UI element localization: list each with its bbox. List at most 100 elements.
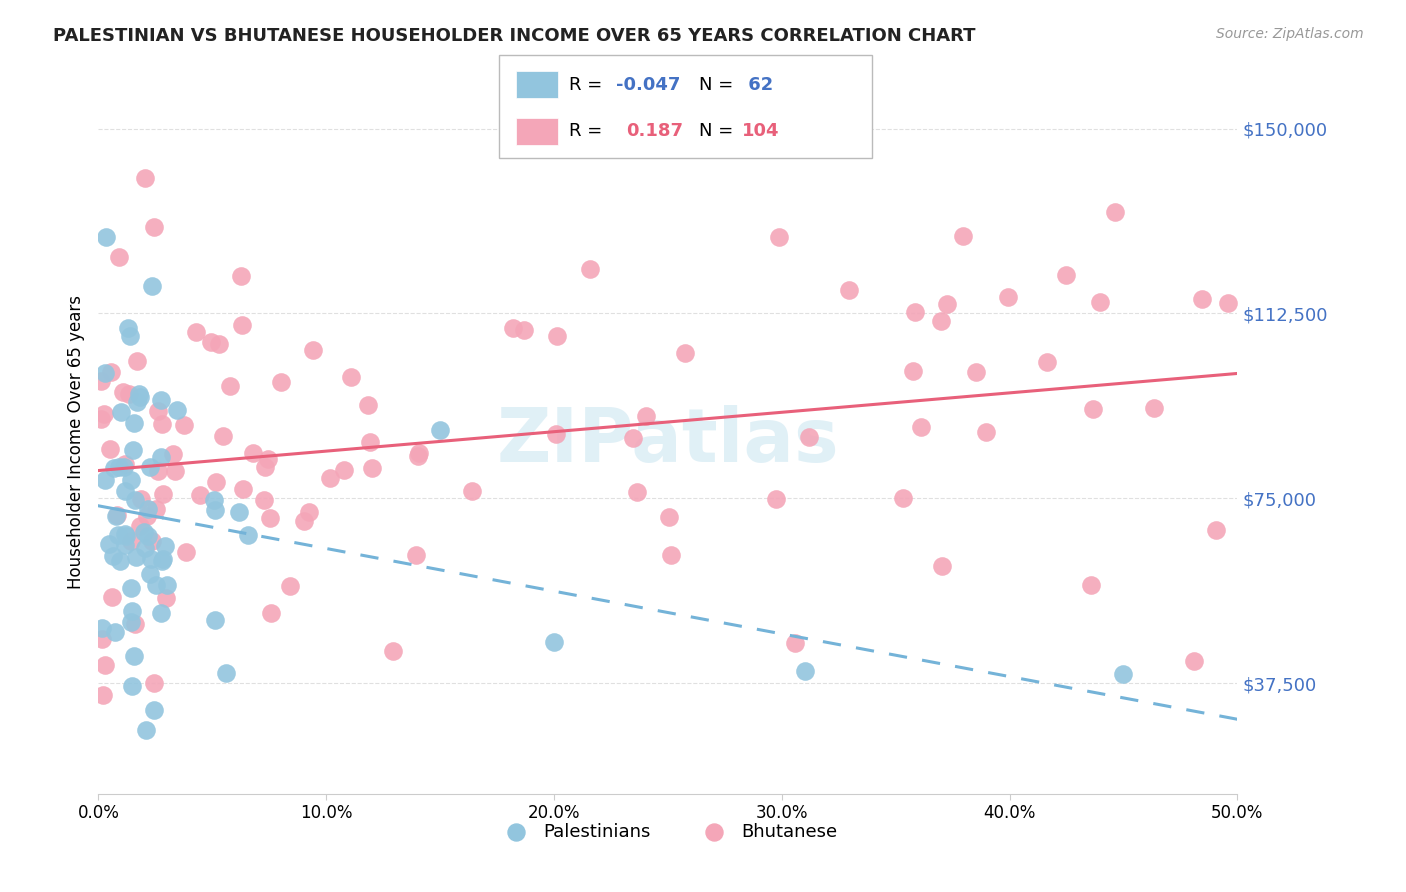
Point (152, 552, 174, 566)
Point (357, 398, 380, 412)
Point (112, 460, 135, 475)
Point (1081, 401, 1104, 416)
Point (188, 488, 211, 502)
Point (1191, 293, 1213, 307)
Point (658, 510, 681, 524)
Point (165, 464, 187, 478)
Point (107, 527, 129, 541)
Point (382, 644, 405, 658)
Point (155, 539, 177, 553)
Point (104, 624, 127, 639)
Point (292, 514, 315, 528)
Point (118, 387, 141, 401)
Point (231, 318, 253, 332)
Point (229, 269, 252, 284)
Point (121, 604, 143, 618)
Point (546, 328, 568, 343)
Text: R =: R = (569, 122, 609, 140)
Point (502, 321, 524, 335)
Point (904, 305, 927, 319)
Point (134, 170, 156, 185)
Point (145, 501, 167, 516)
Point (212, 429, 235, 443)
Point (135, 723, 157, 737)
Point (952, 229, 974, 244)
Point (236, 527, 259, 541)
Point (91, 621, 114, 635)
Point (134, 541, 156, 555)
Point (122, 649, 145, 664)
Point (114, 457, 136, 471)
Point (1143, 401, 1166, 415)
Point (94, 473, 117, 487)
Point (765, 491, 787, 506)
Text: N =: N = (699, 122, 738, 140)
Point (543, 635, 565, 649)
Point (149, 606, 172, 620)
Text: 62: 62 (742, 76, 773, 94)
Point (673, 346, 696, 360)
Point (278, 579, 301, 593)
Point (121, 679, 143, 693)
Point (219, 379, 242, 393)
Point (120, 581, 142, 595)
Point (1054, 268, 1077, 283)
Y-axis label: Householder Income Over 65 years: Householder Income Over 65 years (66, 294, 84, 589)
Point (90, 374, 112, 388)
Point (270, 375, 292, 389)
Point (318, 471, 340, 485)
Point (936, 297, 959, 311)
Point (1104, 205, 1126, 219)
Point (139, 459, 162, 474)
Point (114, 527, 136, 541)
Point (910, 420, 932, 434)
Point (838, 283, 860, 297)
Point (359, 434, 381, 449)
Point (256, 452, 278, 467)
Point (138, 566, 160, 581)
Point (997, 290, 1019, 304)
Point (125, 354, 148, 368)
Point (156, 578, 179, 592)
Point (215, 665, 238, 680)
Point (134, 524, 156, 539)
Point (108, 553, 131, 567)
Point (260, 606, 283, 620)
Point (120, 615, 142, 629)
Point (100, 590, 122, 604)
Point (135, 509, 157, 524)
Point (90, 411, 112, 425)
Point (120, 534, 142, 549)
Point (104, 509, 127, 524)
Point (200, 334, 222, 349)
Text: Source: ZipAtlas.com: Source: ZipAtlas.com (1216, 27, 1364, 41)
Point (797, 430, 820, 444)
Text: N =: N = (699, 76, 738, 94)
Point (138, 502, 160, 516)
Point (361, 461, 384, 475)
Point (302, 343, 325, 357)
Point (228, 505, 250, 519)
Point (931, 558, 953, 573)
Point (128, 387, 150, 401)
Text: -0.047: -0.047 (616, 76, 681, 94)
Point (429, 423, 451, 437)
Point (231, 482, 253, 496)
Point (460, 483, 482, 498)
Point (122, 416, 145, 430)
Point (118, 328, 141, 343)
Point (208, 336, 231, 351)
Point (512, 323, 534, 337)
Point (783, 636, 806, 650)
Point (1218, 296, 1240, 310)
Point (152, 487, 174, 501)
Point (768, 229, 790, 244)
Point (110, 405, 132, 419)
Point (931, 313, 953, 327)
Point (1036, 355, 1059, 369)
Point (142, 703, 165, 717)
Point (202, 492, 225, 507)
Point (659, 548, 682, 562)
Point (94, 366, 117, 380)
Point (546, 426, 568, 441)
